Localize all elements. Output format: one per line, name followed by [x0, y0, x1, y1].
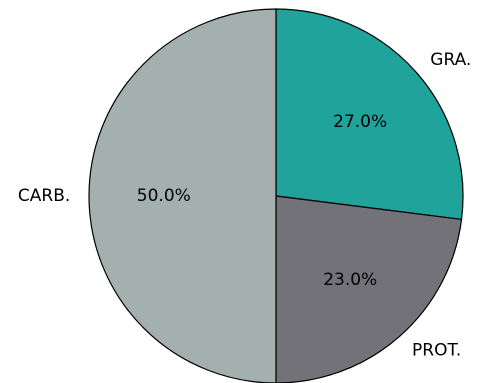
pct-label-gra: 27.0% — [333, 112, 387, 132]
pie-slice-carb — [88, 8, 277, 383]
pie-slice-gra — [275, 8, 464, 221]
category-label-prot: PROT. — [412, 340, 461, 360]
pie-slices — [88, 8, 464, 383]
category-label-gra: GRA. — [430, 50, 471, 70]
category-label-carb: CARB. — [18, 186, 70, 206]
pct-label-carb: 50.0% — [137, 186, 191, 206]
pct-label-prot: 23.0% — [323, 270, 377, 290]
pie-slice-prot — [275, 195, 463, 383]
pie-labels: 27.0% GRA. 23.0% PROT. 50.0% CARB. — [18, 50, 471, 360]
